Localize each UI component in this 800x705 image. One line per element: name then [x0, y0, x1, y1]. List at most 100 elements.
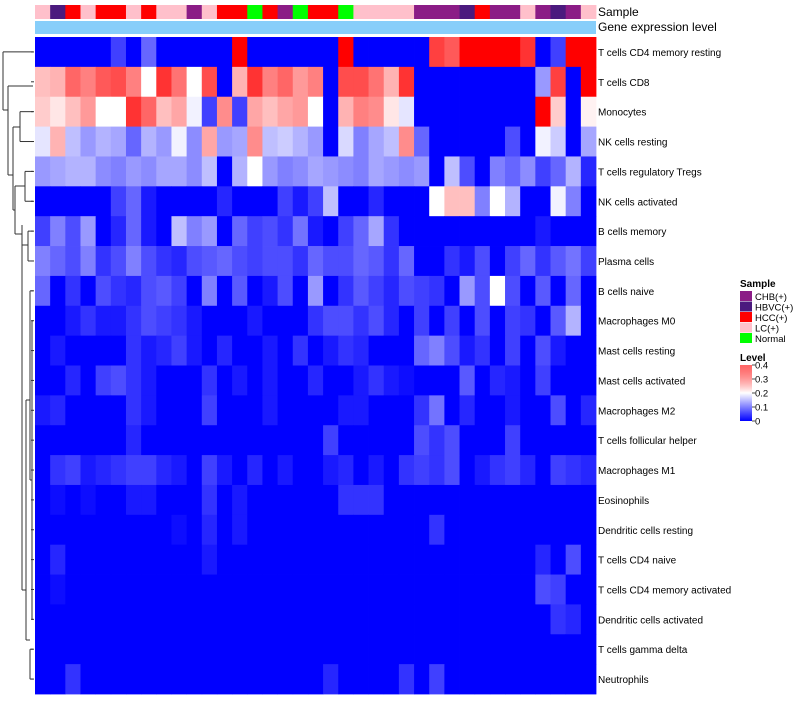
heatmap-cell — [292, 37, 309, 68]
heatmap-cell — [80, 574, 97, 605]
heatmap-cell — [232, 126, 248, 157]
heatmap-cell — [156, 96, 172, 127]
heatmap-cell — [186, 96, 203, 127]
heatmap-cell — [201, 66, 218, 98]
heatmap-cell — [550, 514, 567, 546]
heatmap-cell — [368, 664, 385, 695]
heatmap-cell — [535, 514, 551, 546]
sample-annotation-cell — [50, 5, 66, 19]
heatmap-cell — [262, 156, 278, 187]
heatmap-cell — [141, 156, 157, 187]
heatmap-cell — [398, 514, 415, 546]
heatmap-cell — [338, 156, 354, 187]
heatmap-cell — [414, 634, 430, 665]
heatmap-cell — [550, 544, 567, 575]
heatmap-cell — [262, 186, 278, 217]
heatmap-cell — [95, 574, 112, 605]
heatmap-cell — [505, 186, 521, 217]
heatmap-cell — [80, 484, 97, 516]
heatmap-cell — [65, 305, 81, 337]
heatmap-cell — [171, 664, 188, 695]
heatmap-cell — [171, 156, 188, 187]
heatmap-cell — [125, 305, 142, 337]
heatmap-cell — [247, 275, 263, 307]
heatmap-cell — [110, 156, 127, 187]
sample-annotation-cell — [80, 5, 97, 19]
heatmap-cell — [323, 604, 339, 635]
heatmap-cell — [550, 126, 567, 157]
sample-annotation-cell — [368, 5, 385, 19]
heatmap-cell — [110, 305, 127, 337]
heatmap-cell — [277, 514, 294, 546]
heatmap-cell — [186, 335, 203, 366]
heatmap-cell — [141, 66, 157, 98]
heatmap-cell — [550, 66, 567, 98]
heatmap-cell — [565, 514, 582, 546]
heatmap-cell — [95, 335, 112, 366]
heatmap-cell — [580, 544, 597, 575]
heatmap-cell — [216, 246, 233, 277]
heatmap-cell — [429, 37, 445, 68]
heatmap-cell — [95, 305, 112, 337]
heatmap-cell — [459, 514, 476, 546]
heatmap-cell — [489, 634, 506, 665]
heatmap-cell — [368, 425, 385, 456]
heatmap-cell — [186, 37, 203, 68]
heatmap-cell — [505, 544, 521, 575]
heatmap-cell — [262, 484, 278, 516]
heatmap-cell — [277, 395, 294, 426]
sample-annotation-cell — [489, 5, 506, 19]
heatmap-cell — [50, 186, 66, 217]
heatmap-cell — [156, 574, 172, 605]
heatmap-cell — [383, 126, 400, 157]
heatmap-cell — [459, 186, 476, 217]
heatmap-cell — [505, 514, 521, 546]
heatmap-cell — [247, 484, 263, 516]
heatmap-cell — [35, 66, 51, 98]
heatmap-cell — [95, 216, 112, 247]
heatmap-cell — [550, 455, 567, 486]
heatmap-cell — [201, 544, 218, 575]
heatmap-cell — [505, 395, 521, 426]
heatmap-cell — [125, 395, 142, 426]
heatmap-cell — [292, 186, 309, 217]
heatmap-cell — [444, 634, 460, 665]
heatmap-cell — [353, 544, 369, 575]
heatmap-cell — [489, 484, 506, 516]
heatmap-cell — [307, 664, 324, 695]
heatmap-cell — [65, 455, 81, 486]
heatmap-cell — [520, 305, 536, 337]
heatmap-cell — [50, 634, 66, 665]
heatmap-cell — [565, 275, 582, 307]
heatmap-cell — [35, 186, 51, 217]
heatmap-cell — [368, 604, 385, 635]
sample-annotation-cell — [323, 5, 339, 19]
heatmap-cell — [338, 425, 354, 456]
heatmap-cell — [201, 604, 218, 635]
heatmap-cell — [444, 425, 460, 456]
heatmap-cell — [95, 156, 112, 187]
heatmap-cell — [368, 544, 385, 575]
heatmap-cell — [125, 96, 142, 127]
heatmap-cell — [307, 216, 324, 247]
heatmap-cell — [368, 66, 385, 98]
heatmap-cell — [474, 96, 491, 127]
heatmap-cell — [247, 37, 263, 68]
heatmap-cell — [232, 186, 248, 217]
heatmap-cell — [171, 425, 188, 456]
heatmap-cell — [35, 634, 51, 665]
row-label: Neutrophils — [598, 675, 649, 686]
heatmap-cell — [292, 604, 309, 635]
heatmap-cell — [429, 335, 445, 366]
heatmap-cell — [307, 455, 324, 486]
heatmap-cell — [50, 126, 66, 157]
sample-annotation-cell — [550, 5, 567, 19]
heatmap-cell — [580, 455, 597, 486]
heatmap-cell — [156, 126, 172, 157]
heatmap-cell — [186, 544, 203, 575]
legend-level-tick-label: 0.4 — [755, 361, 768, 372]
heatmap-cell — [444, 305, 460, 337]
heatmap-cell — [35, 544, 51, 575]
heatmap-cell — [338, 275, 354, 307]
